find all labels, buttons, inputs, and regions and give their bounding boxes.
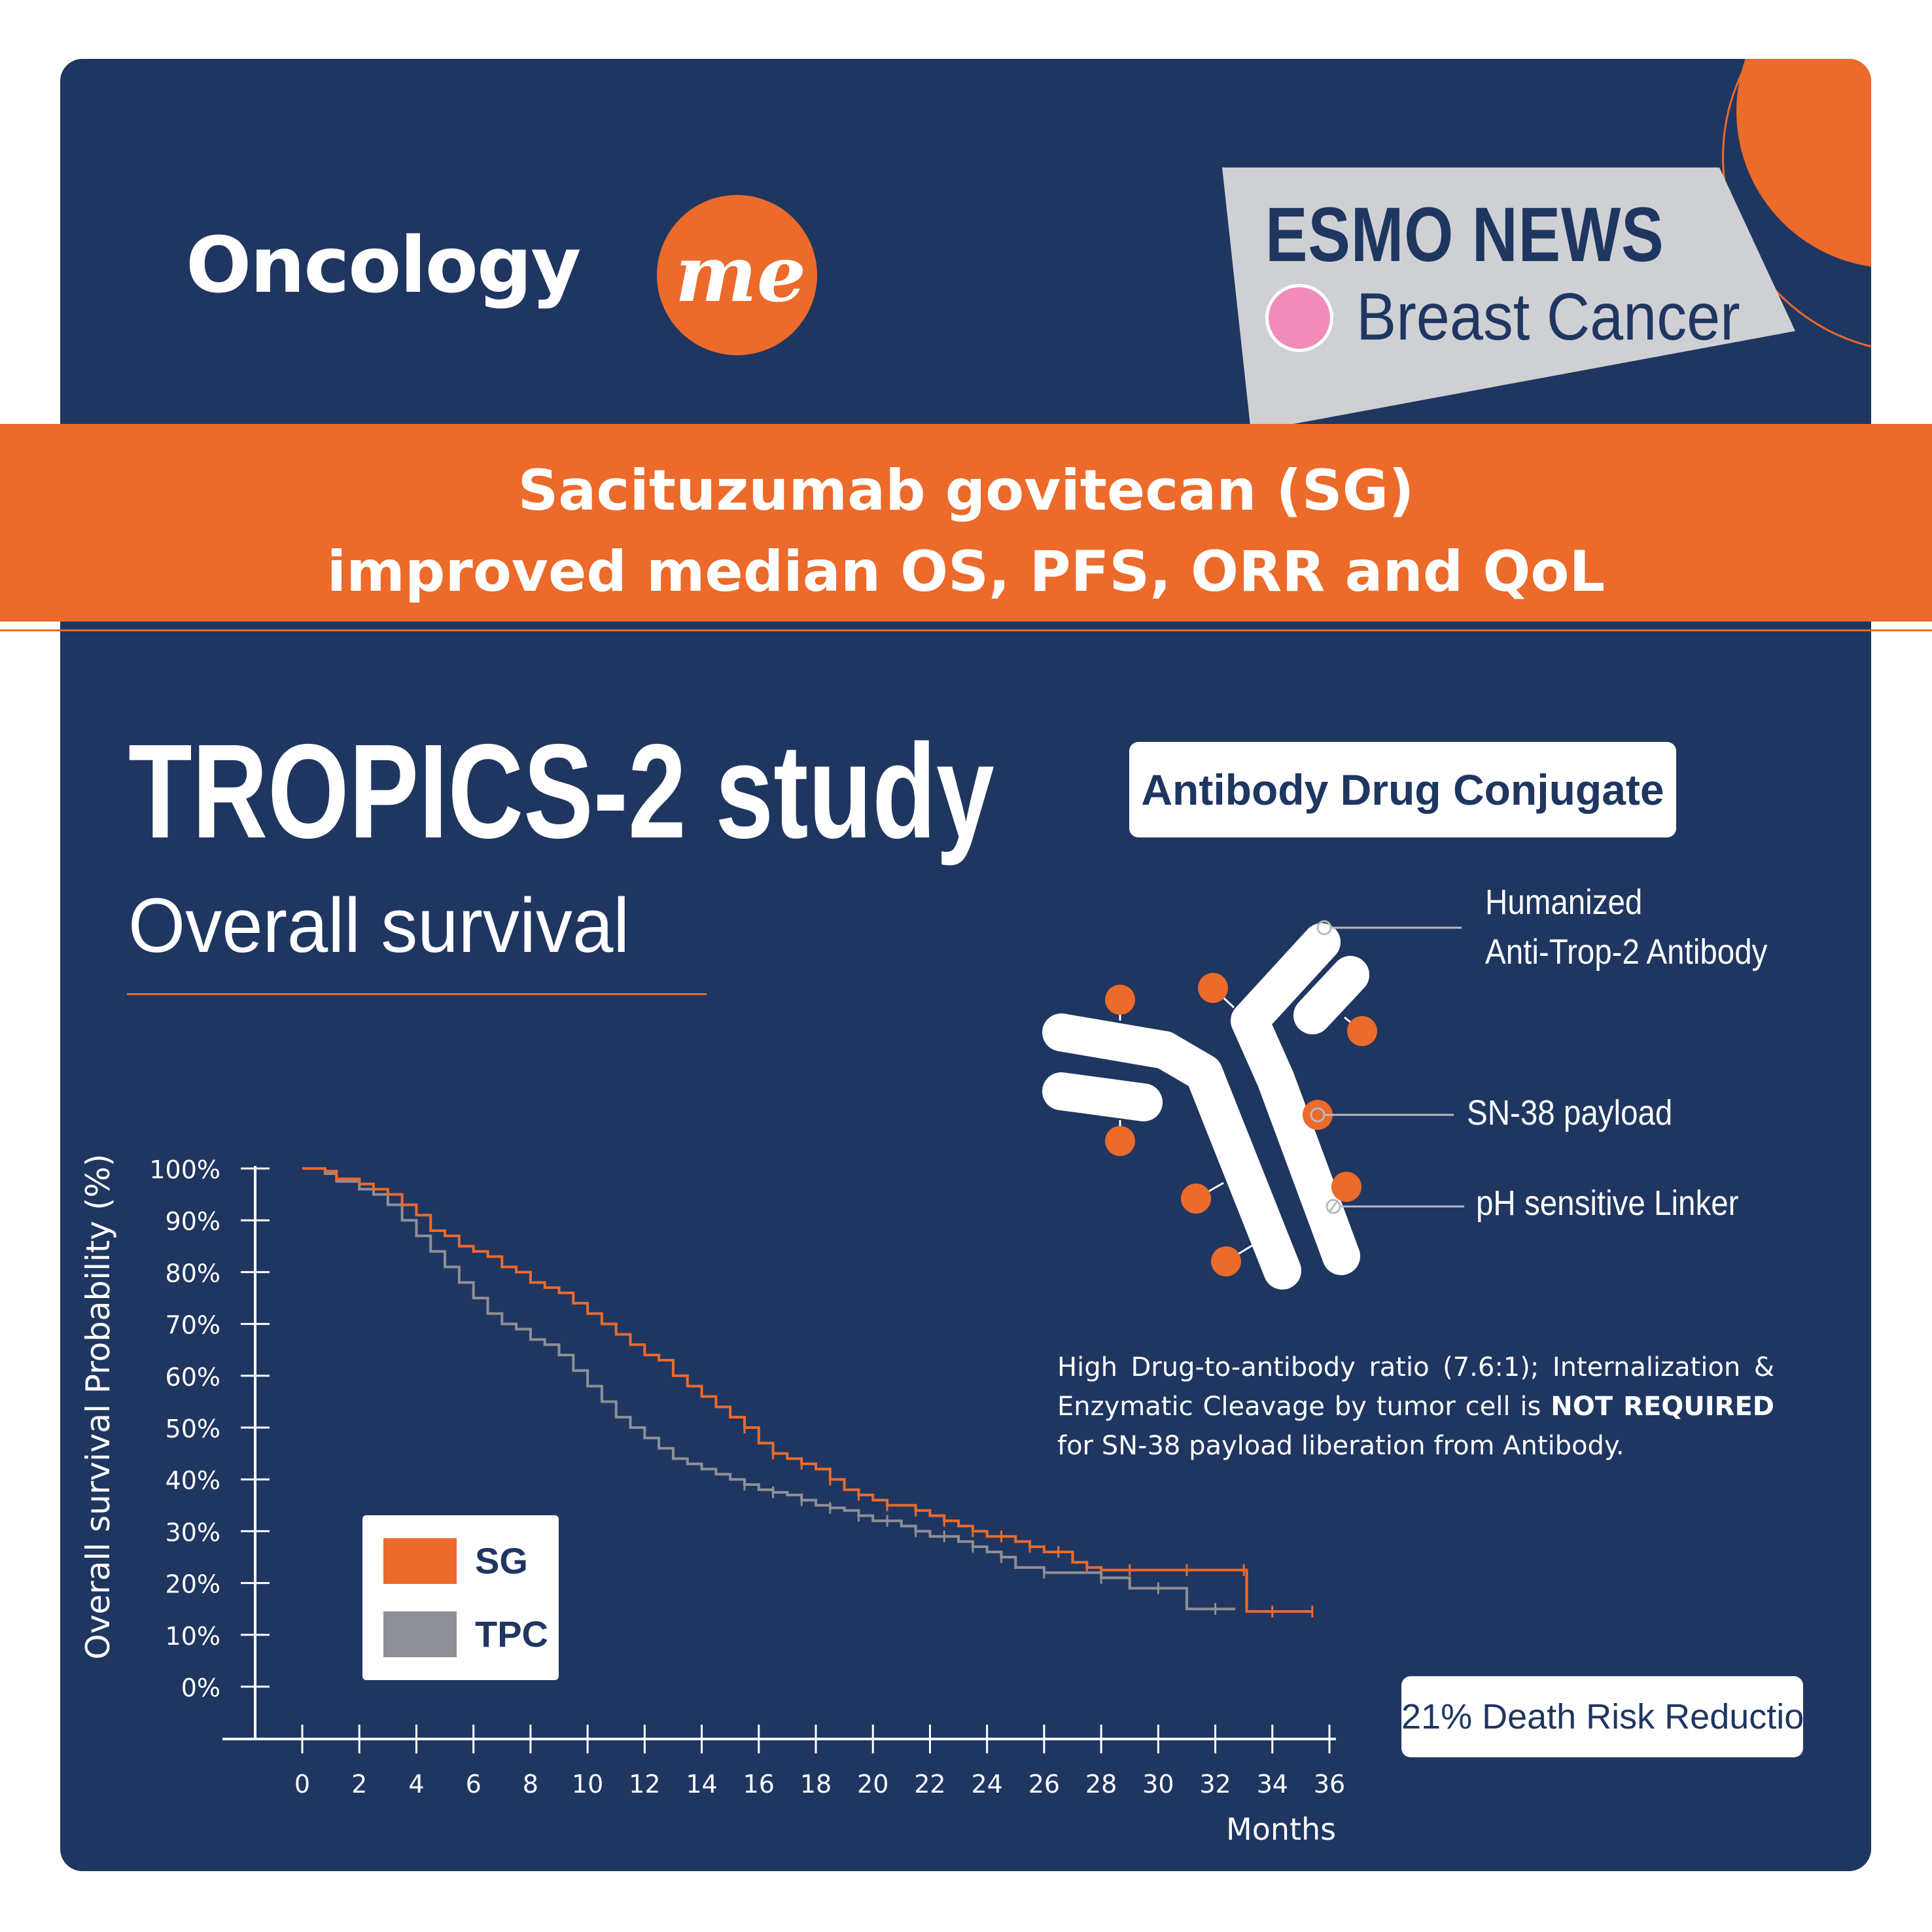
badge-title: ESMO NEWS	[1265, 192, 1664, 278]
y-tick-label: 90%	[166, 1207, 220, 1236]
x-tick-label: 36	[1314, 1770, 1345, 1799]
y-tick-label: 80%	[166, 1259, 220, 1288]
desc-part-2: for SN-38 payload liberation from Antibo…	[1057, 1431, 1625, 1461]
brand-suffix: me	[675, 228, 806, 319]
y-tick-label: 20%	[166, 1570, 220, 1599]
y-tick-label: 100%	[149, 1155, 220, 1184]
x-axis-label: Months	[1226, 1812, 1337, 1847]
infographic-card: Oncology me ESMO NEWS Breast Cancer	[60, 59, 1871, 1871]
legend-label-tpc: TPC	[475, 1613, 548, 1655]
x-tick-label: 34	[1257, 1770, 1288, 1799]
y-axis-label: Overall survival Probability (%)	[79, 1153, 117, 1660]
x-tick-label: 16	[743, 1770, 775, 1799]
headline-banner: Sacituzumab govitecan (SG) improved medi…	[0, 424, 1932, 622]
y-tick-label: 60%	[166, 1363, 220, 1392]
x-tick-label: 24	[971, 1770, 1002, 1799]
y-tick-label: 30%	[166, 1518, 220, 1547]
x-tick-label: 32	[1199, 1770, 1231, 1799]
subtitle-rule	[127, 993, 707, 995]
legend-swatch-tpc	[383, 1611, 457, 1657]
label-antibody-line2: Anti-Trop-2 Antibody	[1485, 932, 1768, 972]
adc-pill: Antibody Drug Conjugate	[1129, 742, 1676, 837]
risk-reduction-label: 21% Death Risk Reduction	[1401, 1697, 1824, 1736]
brand-badge-circle	[657, 195, 817, 355]
headline-line-1: Sacituzumab govitecan (SG)	[518, 458, 1414, 523]
label-antibody-line1: Humanized	[1485, 883, 1643, 922]
x-tick-label: 6	[466, 1770, 482, 1799]
x-tick-label: 10	[572, 1770, 603, 1799]
x-tick-label: 14	[686, 1770, 717, 1799]
y-tick-label: 0%	[181, 1674, 220, 1702]
breast-cancer-dot-icon	[1265, 284, 1333, 352]
banner-underline	[0, 629, 1932, 631]
x-tick-label: 20	[857, 1770, 888, 1799]
x-tick-label: 22	[914, 1770, 945, 1799]
x-tick-label: 18	[800, 1770, 832, 1799]
y-tick-label: 50%	[166, 1414, 220, 1443]
study-title: TROPICS-2 study	[128, 716, 994, 866]
x-tick-label: 2	[351, 1770, 367, 1799]
brand-name: Oncology	[186, 220, 581, 310]
label-payload: SN-38 payload	[1467, 1093, 1673, 1133]
badge-background	[1222, 167, 1795, 432]
y-tick-label: 40%	[166, 1466, 220, 1495]
badge-subtitle: Breast Cancer	[1356, 279, 1740, 354]
x-tick-label: 30	[1142, 1770, 1174, 1799]
x-tick-label: 12	[629, 1770, 660, 1799]
x-tick-label: 0	[294, 1770, 310, 1799]
chart-legend: SG TPC	[362, 1515, 559, 1680]
study-subtitle: Overall survival	[128, 883, 630, 969]
headline-line-2: improved median OS, PFS, ORR and QoL	[326, 539, 1606, 605]
y-tick-label: 10%	[166, 1622, 220, 1651]
adc-pill-label: Antibody Drug Conjugate	[1141, 765, 1664, 814]
x-tick-label: 28	[1085, 1770, 1117, 1799]
risk-reduction-box: 21% Death Risk Reduction	[1401, 1676, 1824, 1757]
x-tick-label: 26	[1028, 1770, 1060, 1799]
y-tick-label: 70%	[166, 1311, 220, 1340]
label-linker: pH sensitive Linker	[1476, 1184, 1739, 1223]
x-tick-label: 4	[408, 1770, 424, 1799]
desc-part-1: High Drug-to-antibody ratio (7.6:1); Int…	[1057, 1352, 1774, 1422]
desc-emphasis: NOT REQUIRED	[1551, 1392, 1774, 1422]
legend-swatch-sg	[383, 1538, 457, 1584]
esmo-news-badge: ESMO NEWS Breast Cancer	[1222, 167, 1798, 432]
adc-description: High Drug-to-antibody ratio (7.6:1); Int…	[1057, 1348, 1774, 1466]
x-tick-label: 8	[523, 1770, 538, 1799]
legend-label-sg: SG	[475, 1540, 528, 1581]
